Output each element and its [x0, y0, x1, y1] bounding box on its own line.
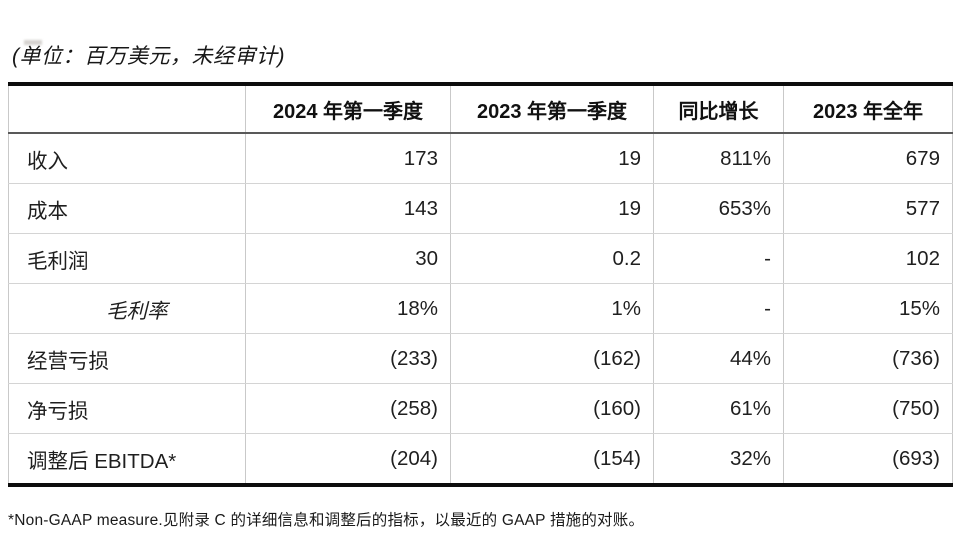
- table-row: 毛利润 30 0.2 - 102: [8, 233, 953, 284]
- financial-table: 2024 年第一季度 2023 年第一季度 同比增长 2023 年全年 收入 1…: [8, 82, 953, 487]
- cell-yoy-growth: 32%: [653, 433, 784, 485]
- column-header-yoy: 同比增长: [653, 84, 784, 134]
- cell-2023-fy: 15%: [783, 283, 953, 334]
- column-header-2023-fy: 2023 年全年: [783, 84, 953, 134]
- table-row: 毛利率 18% 1% - 15%: [8, 283, 953, 334]
- cell-2024-q1: (204): [245, 433, 451, 485]
- table-row: 收入 173 19 811% 679: [8, 133, 953, 184]
- cell-2023-q1: 19: [450, 183, 654, 234]
- cell-2023-q1: 19: [450, 133, 654, 184]
- cell-2024-q1: 173: [245, 133, 451, 184]
- cell-2024-q1: 143: [245, 183, 451, 234]
- row-label: 毛利润: [8, 233, 246, 284]
- non-gaap-footnote: *Non-GAAP measure.见附录 C 的详细信息和调整后的指标，以最近…: [8, 512, 645, 529]
- row-label: 调整后 EBITDA*: [8, 433, 246, 485]
- cell-2024-q1: 30: [245, 233, 451, 284]
- unit-caption: (单位：百万美元，未经审计): [12, 45, 285, 68]
- cell-2023-fy: (750): [783, 383, 953, 434]
- cell-2024-q1: (258): [245, 383, 451, 434]
- cell-2023-fy: (736): [783, 333, 953, 384]
- table-header: 2024 年第一季度 2023 年第一季度 同比增长 2023 年全年: [8, 84, 953, 134]
- table-row: 调整后 EBITDA* (204) (154) 32% (693): [8, 433, 953, 485]
- cell-2023-fy: 679: [783, 133, 953, 184]
- cell-2024-q1: (233): [245, 333, 451, 384]
- row-label: 毛利率: [8, 283, 246, 334]
- row-label: 成本: [8, 183, 246, 234]
- cell-2024-q1: 18%: [245, 283, 451, 334]
- cell-2023-q1: (162): [450, 333, 654, 384]
- column-header-blank: [8, 84, 246, 134]
- cell-yoy-growth: -: [653, 283, 784, 334]
- table-row: 经营亏损 (233) (162) 44% (736): [8, 333, 953, 384]
- row-label: 收入: [8, 133, 246, 184]
- cell-yoy-growth: 811%: [653, 133, 784, 184]
- cell-2023-q1: (160): [450, 383, 654, 434]
- cell-yoy-growth: 653%: [653, 183, 784, 234]
- header-row: 2024 年第一季度 2023 年第一季度 同比增长 2023 年全年: [8, 84, 953, 134]
- crop-artifact: [24, 40, 42, 45]
- cell-yoy-growth: 44%: [653, 333, 784, 384]
- cell-2023-fy: 577: [783, 183, 953, 234]
- table-row: 净亏损 (258) (160) 61% (750): [8, 383, 953, 434]
- cell-2023-q1: 1%: [450, 283, 654, 334]
- cell-2023-fy: 102: [783, 233, 953, 284]
- page: (单位：百万美元，未经审计) 2024 年第一季度 2023 年第一季度 同比增…: [0, 40, 960, 540]
- column-header-2024-q1: 2024 年第一季度: [245, 84, 451, 134]
- cell-2023-q1: (154): [450, 433, 654, 485]
- row-label: 经营亏损: [8, 333, 246, 384]
- cell-yoy-growth: 61%: [653, 383, 784, 434]
- cell-yoy-growth: -: [653, 233, 784, 284]
- table-row: 成本 143 19 653% 577: [8, 183, 953, 234]
- table-body: 收入 173 19 811% 679 成本 143 19 653% 577 毛利…: [8, 133, 953, 485]
- cell-2023-q1: 0.2: [450, 233, 654, 284]
- column-header-2023-q1: 2023 年第一季度: [450, 84, 654, 134]
- row-label: 净亏损: [8, 383, 246, 434]
- cell-2023-fy: (693): [892, 446, 940, 470]
